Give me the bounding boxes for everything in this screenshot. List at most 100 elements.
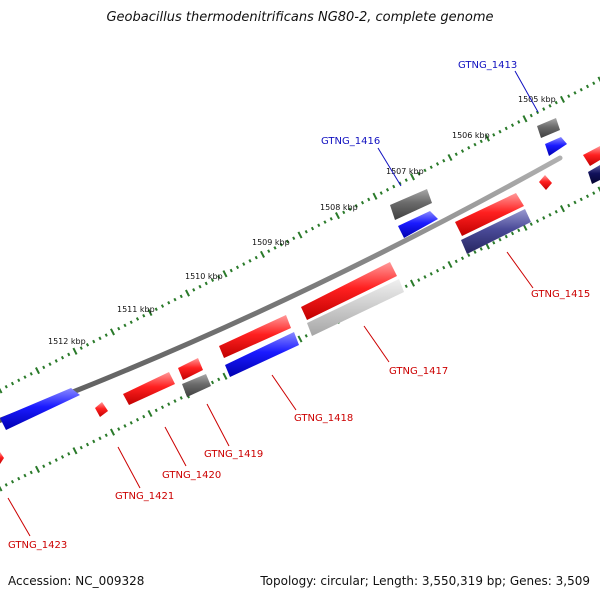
minor-tick [285,239,290,244]
kbp-label: 1510 kbp [185,272,223,281]
minor-tick [117,326,121,331]
gene-arrow[interactable] [583,146,600,166]
minor-tick [542,216,546,220]
minor-tick [510,231,515,236]
minor-tick [423,168,427,173]
gene-arrow[interactable] [219,315,291,358]
minor-tick [404,178,408,182]
minor-tick [160,405,165,410]
minor-tick [254,255,258,260]
minor-tick [54,458,58,462]
gene-label[interactable]: GTNG_1420 [162,470,221,481]
minor-tick [579,87,583,92]
minor-tick [467,146,471,150]
minor-tick [367,197,371,202]
gene-arrow[interactable] [95,402,108,417]
minor-tick [460,149,465,153]
kbp-label: 1505 kbp [518,95,556,104]
gene-arrow[interactable] [0,388,80,430]
minor-tick [442,265,446,270]
major-tick [297,231,303,239]
minor-tick [192,288,196,292]
minor-tick [273,246,277,250]
minor-tick [217,275,221,279]
minor-tick [498,129,502,134]
minor-tick [67,452,71,456]
gene-arrow[interactable] [225,332,299,377]
minor-tick [60,355,65,360]
minor-tick [360,200,365,205]
minor-tick [29,372,33,376]
minor-tick [510,123,515,127]
gene-arrow[interactable] [0,452,4,464]
minor-tick [417,171,421,176]
minor-tick [42,365,46,370]
gene-arrow[interactable] [182,374,211,397]
major-tick [485,134,490,142]
minor-tick [210,278,215,282]
minor-tick [229,268,233,273]
minor-tick [542,107,546,111]
minor-tick [4,384,8,389]
minor-tick [354,204,358,208]
minor-tick [535,110,540,115]
minor-tick [573,91,577,95]
gene-label[interactable]: GTNG_1413 [458,60,517,71]
major-tick [410,279,415,287]
leader-line [271,374,297,411]
minor-tick [154,307,158,312]
gene-label[interactable]: GTNG_1419 [204,449,263,460]
leader-line [206,403,230,447]
minor-tick [267,249,271,253]
gene-label[interactable]: GTNG_1417 [389,366,448,377]
gene-label[interactable]: GTNG_1418 [294,413,353,424]
minor-tick [235,265,240,270]
minor-tick [117,427,121,431]
gene-label[interactable]: GTNG_1423 [8,540,67,551]
minor-tick [160,304,165,308]
minor-tick [292,236,296,241]
minor-tick [167,402,171,406]
minor-tick [473,142,477,147]
minor-tick [567,203,571,208]
minor-tick [17,378,21,383]
minor-tick [92,439,96,444]
gene-arrow[interactable] [455,193,524,236]
gene-arrow[interactable] [398,211,438,238]
gene-arrow[interactable] [588,165,600,184]
leader-line [377,147,402,187]
gene-arrow[interactable] [545,137,567,156]
minor-tick [129,421,133,425]
minor-tick [123,424,127,428]
gene-arrow[interactable] [461,209,531,254]
minor-tick [454,152,458,157]
minor-tick [179,294,183,299]
minor-tick [460,256,465,261]
minor-tick [60,455,65,459]
minor-tick [404,284,408,289]
gene-label[interactable]: GTNG_1416 [321,136,380,147]
minor-tick [98,436,102,441]
gene-arrow[interactable] [307,279,404,336]
gene-label[interactable]: GTNG_1415 [531,289,590,300]
gene-arrow[interactable] [123,372,175,405]
major-tick [297,335,303,343]
accession-text: Accession: NC_009328 [8,574,145,588]
minor-tick [142,313,146,318]
gene-arrow[interactable] [301,262,397,320]
major-tick [597,186,600,193]
major-tick [72,347,78,355]
major-tick [522,115,528,123]
major-tick [447,153,453,162]
gene-label[interactable]: GTNG_1421 [115,491,174,502]
gene-arrow[interactable] [390,189,432,220]
minor-tick [554,209,558,214]
minor-tick [10,381,15,386]
gene-arrow[interactable] [178,358,203,380]
minor-tick [498,237,502,242]
gene-arrow[interactable] [537,118,560,138]
major-tick [72,447,78,455]
minor-tick [179,396,183,400]
gene-arrow[interactable] [539,175,552,190]
